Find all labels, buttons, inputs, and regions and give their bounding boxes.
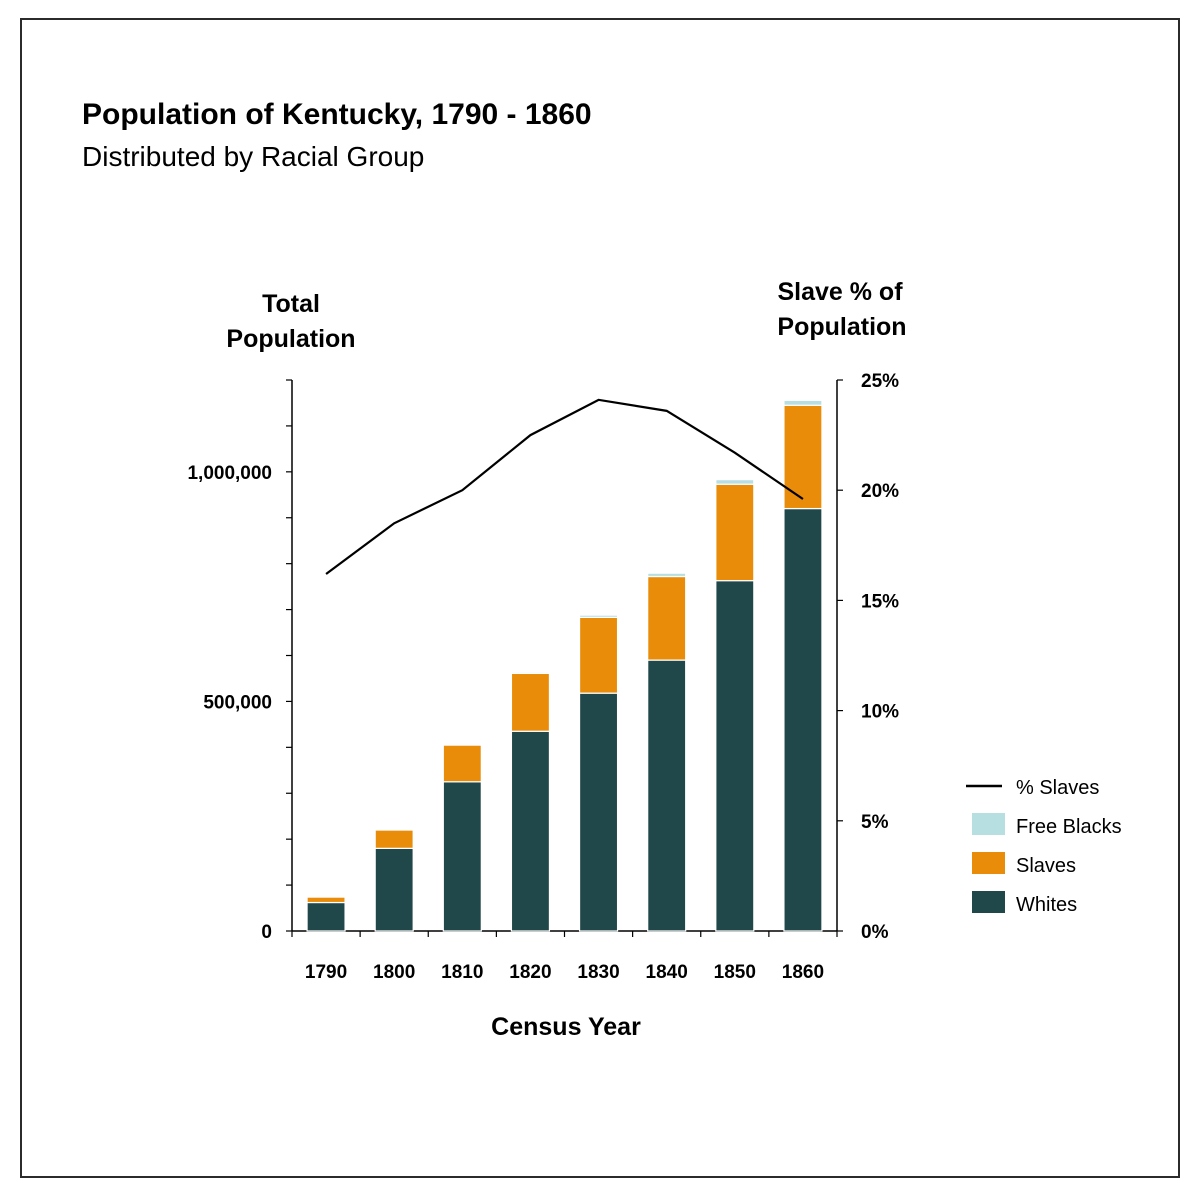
legend-label-free-blacks: Free Blacks bbox=[1016, 816, 1122, 838]
bar-whites bbox=[578, 692, 619, 932]
x-tick-label: 1840 bbox=[646, 962, 688, 983]
y2-tick-label: 5% bbox=[861, 812, 889, 833]
x-tick-label: 1810 bbox=[441, 962, 483, 983]
legend-swatch-slaves bbox=[972, 852, 1005, 874]
legend-label-slaves: Slaves bbox=[1016, 855, 1076, 877]
bar-whites bbox=[715, 580, 755, 932]
legend-swatch-free-blacks bbox=[972, 813, 1005, 835]
x-axis-title: Census Year bbox=[491, 1013, 641, 1041]
bar-free-blacks bbox=[510, 671, 551, 675]
y-axis-title-line-1: Total bbox=[262, 290, 320, 318]
y-axis-title-line-2: Population bbox=[226, 325, 355, 353]
bar-slaves bbox=[647, 575, 687, 661]
bar-free-blacks bbox=[783, 399, 823, 406]
bar-slaves bbox=[442, 744, 482, 783]
chart-title: Population of Kentucky, 1790 - 1860 bbox=[82, 98, 592, 131]
y2-tick-label: 15% bbox=[861, 591, 899, 612]
bar-slaves bbox=[783, 404, 823, 510]
bar-slaves bbox=[578, 616, 619, 694]
y2-tick-label: 10% bbox=[861, 702, 899, 723]
x-tick-label: 1860 bbox=[782, 962, 824, 983]
bar-whites bbox=[306, 901, 346, 932]
bar-free-blacks bbox=[647, 572, 687, 578]
bar-slaves bbox=[715, 483, 755, 582]
x-tick-label: 1820 bbox=[509, 962, 551, 983]
bar-slaves bbox=[374, 829, 414, 849]
x-tick-label: 1850 bbox=[714, 962, 756, 983]
x-tick-label: 1830 bbox=[577, 962, 619, 983]
bar-free-blacks bbox=[442, 743, 482, 746]
y-tick-label: 500,000 bbox=[203, 692, 272, 713]
legend: % Slaves Free Blacks Slaves Whites bbox=[966, 777, 1122, 916]
legend-label-whites: Whites bbox=[1016, 894, 1077, 916]
y2-tick-label: 0% bbox=[861, 922, 889, 943]
x-tick-label: 1790 bbox=[305, 962, 347, 983]
y2-tick-label: 20% bbox=[861, 481, 899, 502]
bar-whites bbox=[374, 847, 414, 932]
plot-area: 0 500,000 1,000,000 0% 5% 10% 15% 20% 25% 1790 180… bbox=[187, 371, 899, 983]
y2-tick-label: 25% bbox=[861, 371, 899, 392]
bar-free-blacks bbox=[578, 614, 619, 618]
y-tick-label: 1,000,000 bbox=[187, 463, 272, 484]
bar-whites bbox=[647, 659, 687, 932]
bar-slaves bbox=[510, 672, 551, 732]
legend-swatch-whites bbox=[972, 891, 1005, 913]
line-slave-percent bbox=[325, 398, 804, 575]
chart-frame bbox=[20, 18, 1180, 1178]
bar-slaves bbox=[306, 896, 346, 904]
y2-axis-title-line-1: Slave % of bbox=[777, 278, 903, 306]
bar-free-blacks bbox=[715, 479, 755, 485]
bar-whites bbox=[783, 507, 823, 932]
y-tick-label: 0 bbox=[261, 922, 272, 943]
bar-whites bbox=[442, 781, 482, 932]
chart-subtitle: Distributed by Racial Group bbox=[82, 141, 424, 172]
bar-whites bbox=[510, 730, 551, 932]
x-tick-label: 1800 bbox=[373, 962, 415, 983]
y2-axis-title-line-2: Population bbox=[777, 313, 906, 341]
legend-label-slaves: % Slaves bbox=[1016, 777, 1099, 799]
